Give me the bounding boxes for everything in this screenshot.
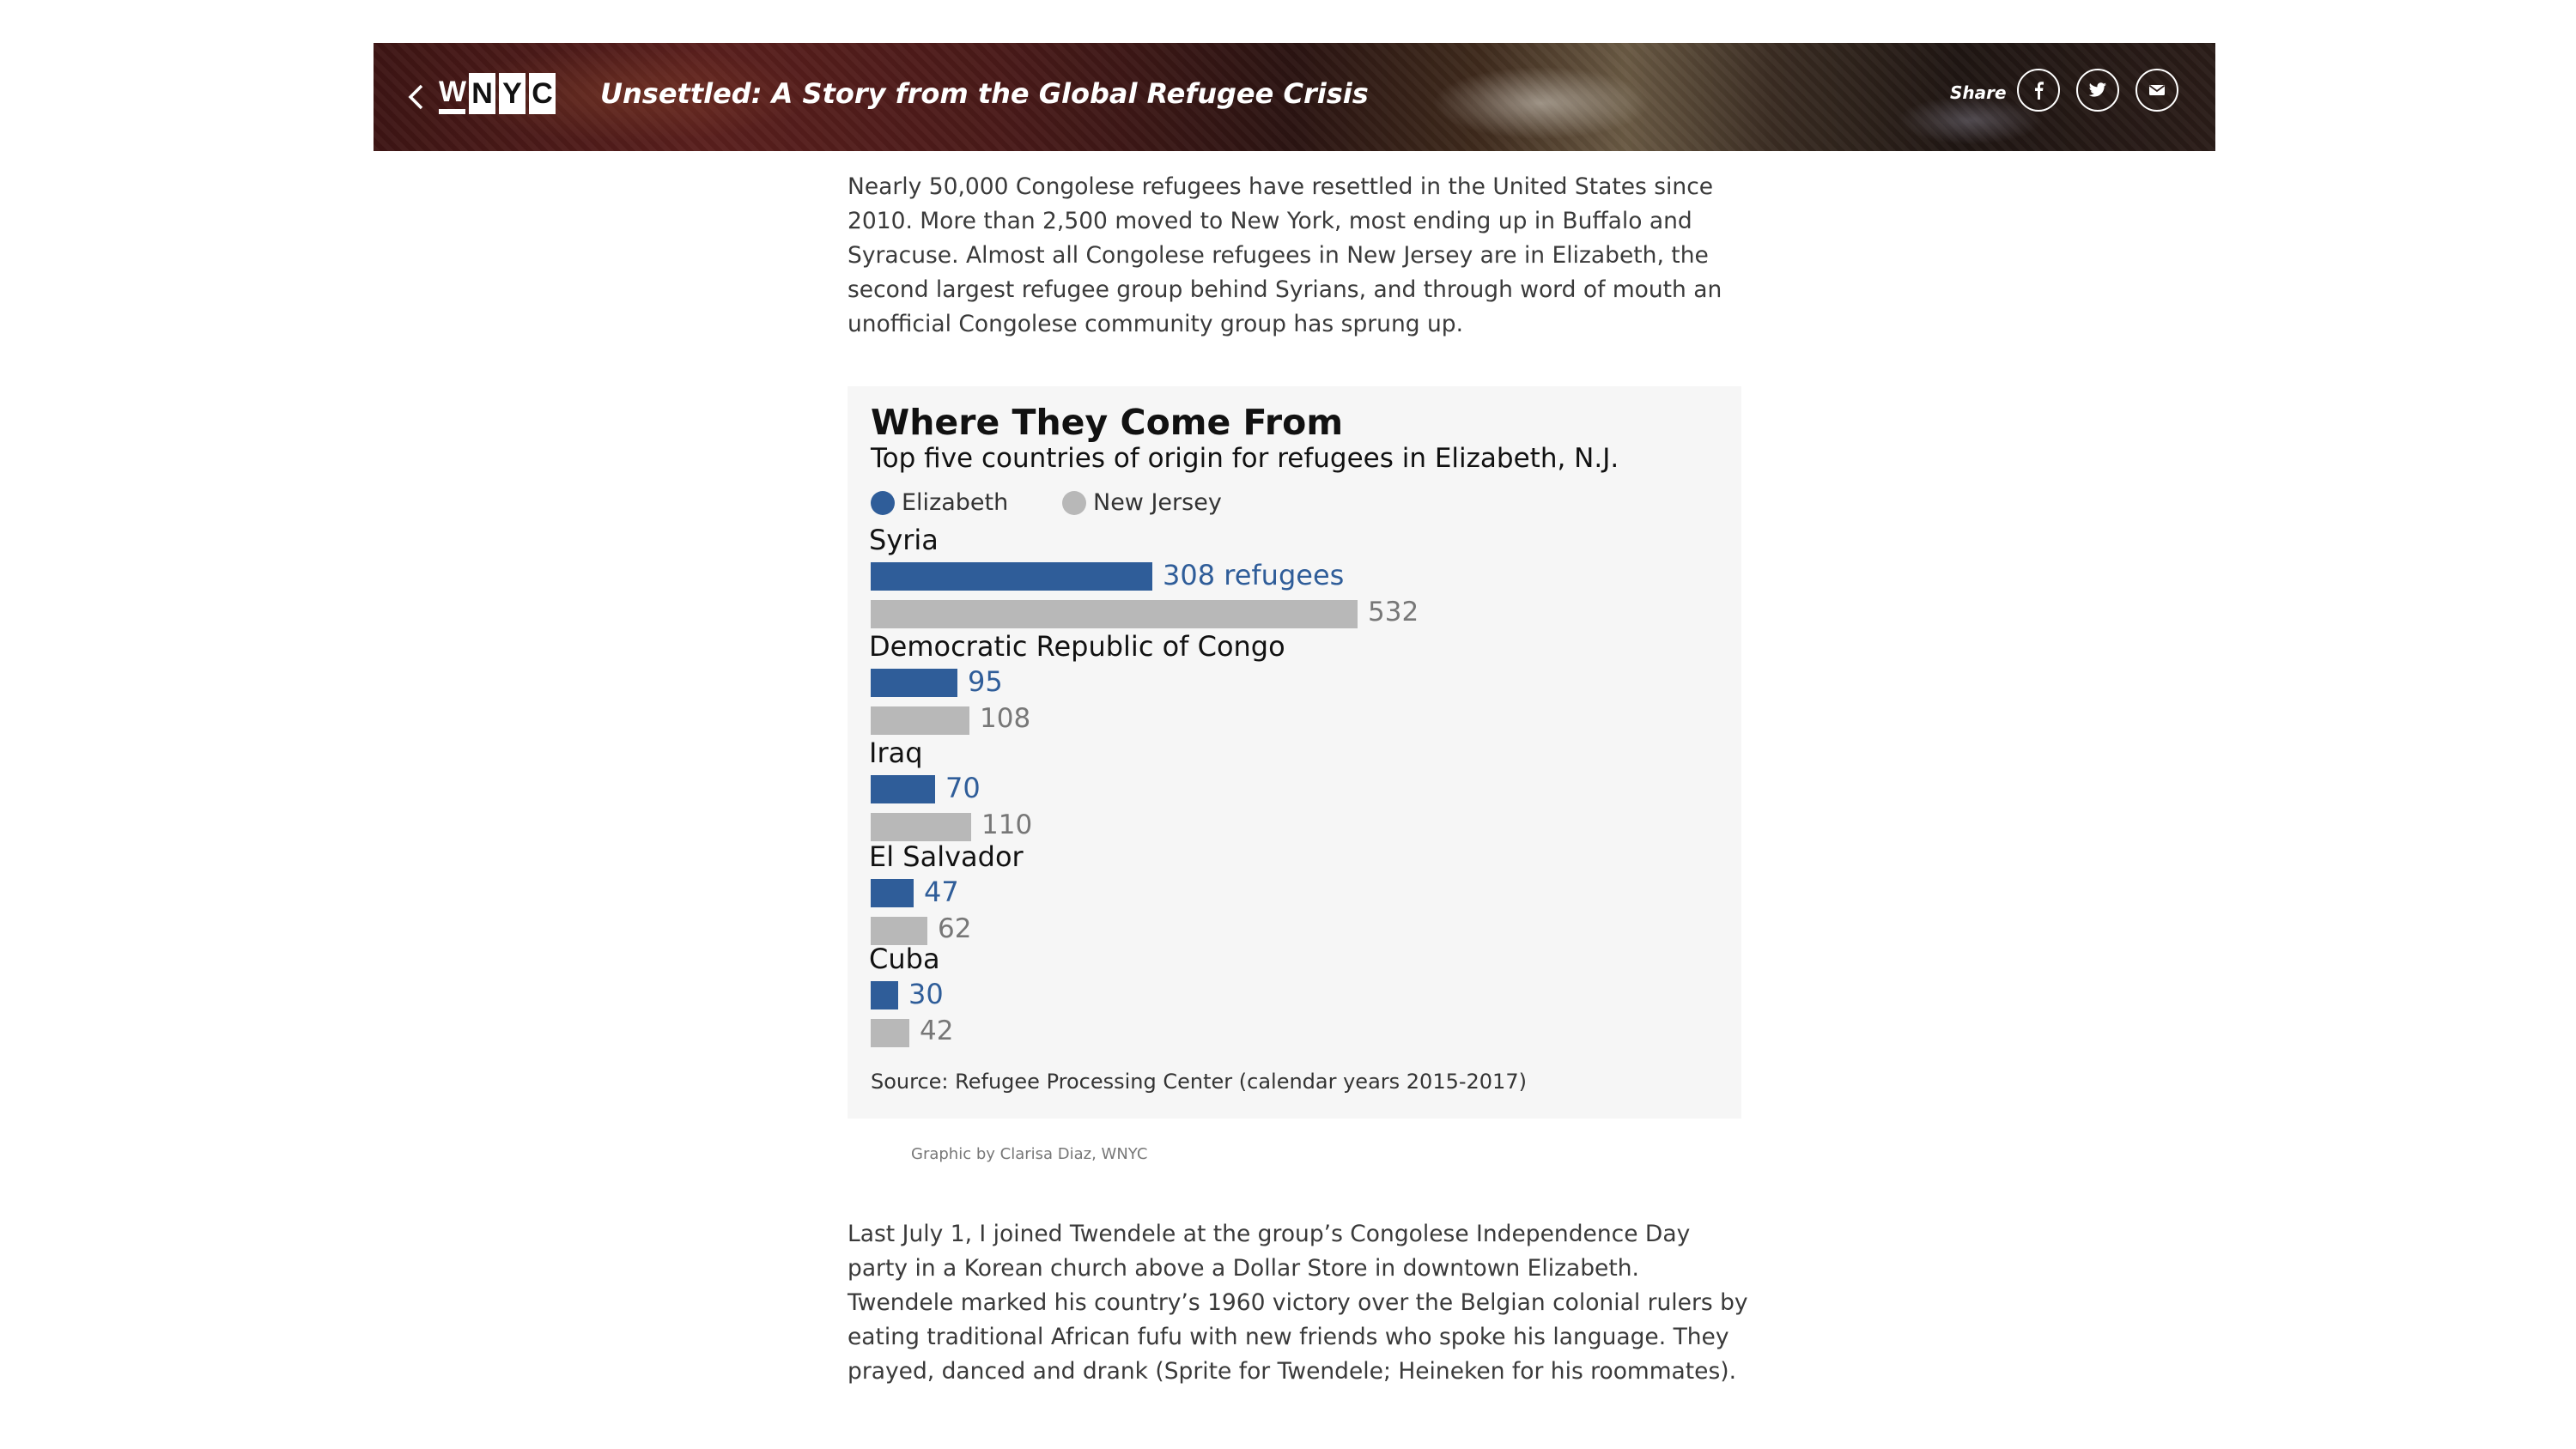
email-icon — [2148, 85, 2166, 95]
bar-elizabeth — [871, 775, 935, 803]
back-chevron-icon[interactable] — [406, 82, 427, 112]
share-label: Share — [1950, 82, 2007, 103]
twitter-share-button[interactable] — [2076, 69, 2119, 112]
site-header: W N Y C Unsettled: A Story from the Glob… — [374, 43, 2215, 151]
article-paragraph: Last July 1, I joined Twendele at the gr… — [848, 1221, 1748, 1385]
bar-new-jersey — [871, 813, 971, 841]
legend-item-elizabeth: Elizabeth — [871, 489, 1008, 516]
bar-new-jersey — [871, 600, 1358, 628]
bar-value-label: 30 — [908, 978, 944, 1010]
bar-new-jersey — [871, 917, 927, 945]
bar-elizabeth — [871, 562, 1152, 591]
facebook-icon — [2035, 82, 2044, 100]
bar-value-label: 308 refugees — [1163, 559, 1345, 591]
bar-elizabeth — [871, 669, 957, 697]
twitter-icon — [2088, 82, 2106, 97]
email-share-button[interactable] — [2136, 69, 2178, 112]
bar-value-label: 42 — [920, 1016, 954, 1046]
chart-source: Source: Refugee Processing Center (calen… — [871, 1070, 1527, 1094]
logo-letter: C — [529, 73, 556, 114]
article-paragraph: Nearly 50,000 Congolese refugees have re… — [848, 173, 1722, 337]
bar-value-label: 108 — [980, 703, 1031, 734]
bar-elizabeth — [871, 981, 898, 1009]
category-label: Syria — [869, 524, 939, 556]
bar-value-label: 110 — [981, 809, 1033, 840]
chart-title: Where They Come From — [871, 402, 1344, 443]
logo-letter: Y — [499, 73, 526, 114]
bar-new-jersey — [871, 706, 969, 735]
category-label: El Salvador — [869, 840, 1024, 873]
logo-letter: W — [439, 73, 466, 114]
logo-letter: N — [469, 73, 495, 114]
bar-new-jersey — [871, 1019, 909, 1047]
legend-swatch-new-jersey — [1062, 490, 1086, 515]
facebook-share-button[interactable] — [2017, 69, 2060, 112]
legend-swatch-elizabeth — [871, 490, 895, 515]
bar-value-label: 62 — [938, 913, 972, 944]
series-title[interactable]: Unsettled: A Story from the Global Refug… — [600, 77, 1369, 110]
graphic-credit: Graphic by Clarisa Diaz, WNYC — [911, 1145, 1148, 1163]
bar-value-label: 47 — [924, 876, 959, 908]
chart-card: Where They Come From Top five countries … — [848, 386, 1741, 1119]
category-label: Iraq — [869, 737, 923, 769]
legend-label: Elizabeth — [902, 489, 1009, 516]
legend-item-new-jersey: New Jersey — [1062, 489, 1222, 516]
category-label: Democratic Republic of Congo — [869, 630, 1285, 663]
bar-value-label: 532 — [1368, 597, 1419, 627]
header-background-photo — [374, 43, 2215, 151]
category-label: Cuba — [869, 943, 940, 975]
bar-value-label: 70 — [945, 772, 981, 804]
legend-label: New Jersey — [1093, 489, 1222, 516]
bar-value-label: 95 — [968, 665, 1003, 698]
wnyc-logo[interactable]: W N Y C — [439, 73, 556, 116]
bar-elizabeth — [871, 879, 914, 907]
chart-subtitle: Top five countries of origin for refugee… — [871, 443, 1619, 474]
